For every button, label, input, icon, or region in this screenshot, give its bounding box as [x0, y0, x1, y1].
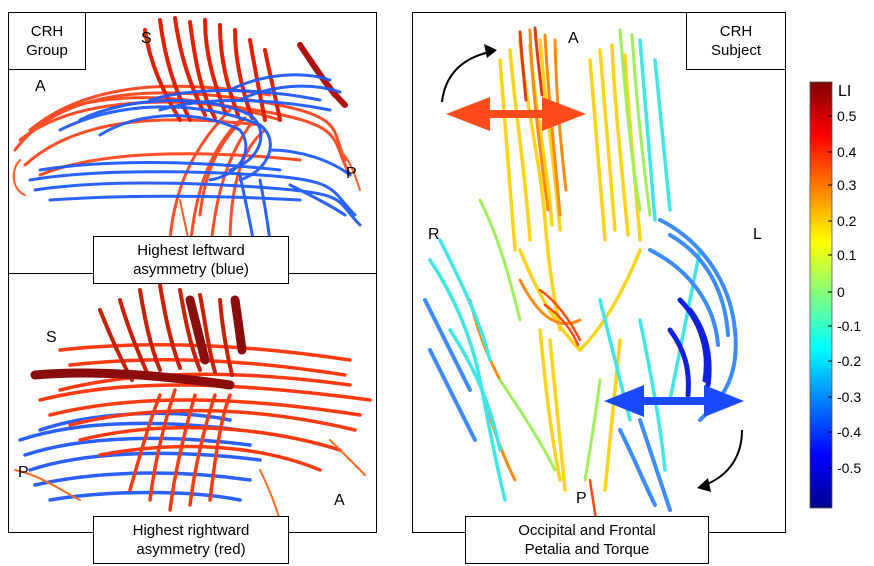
torque-arrows [441, 44, 743, 492]
colorbar-ticks [828, 115, 832, 469]
bottom-superior-label: S [46, 329, 57, 346]
subject-tracts [423, 26, 738, 522]
group-leftward-tracts [12, 16, 362, 271]
frontal-rotation-arrow [441, 51, 491, 103]
colorbar-tick-label: 0 [837, 284, 845, 300]
colorbar [809, 81, 833, 509]
crh-group-label-line1: CRH [30, 23, 64, 40]
colorbar-tick-label: 0.2 [837, 213, 857, 229]
occipital-petalia-arrow [604, 385, 744, 417]
colorbar-gradient [809, 81, 833, 509]
colorbar-tick-label: 0.4 [837, 144, 857, 160]
crh-group-label-line2: Group [26, 42, 68, 59]
crh-subject-label-line1: CRH [719, 23, 753, 40]
right-side-label: R [428, 226, 440, 243]
right-anterior-label: A [568, 30, 579, 47]
top-posterior-label: P [346, 165, 357, 182]
petalia-caption-line2: Petalia and Torque [524, 541, 650, 558]
occipital-rotation-arrowhead [697, 478, 711, 492]
frontal-rotation-arrowhead [484, 44, 497, 58]
crh-subject-label: CRH Subject [686, 12, 786, 70]
colorbar-tick-label: -0.2 [837, 353, 862, 369]
rightward-caption-line1: Highest rightward [132, 522, 250, 539]
petalia-torque-caption: Occipital and Frontal Petalia and Torque [465, 516, 709, 564]
rightward-caption-line2: asymmetry (red) [136, 541, 246, 558]
colorbar-tick-label: -0.4 [837, 424, 862, 440]
leftward-caption-line1: Highest leftward [137, 242, 245, 259]
colorbar-title: LI [838, 83, 852, 100]
top-anterior-label: A [35, 78, 46, 95]
petalia-caption-line1: Occipital and Frontal [518, 522, 656, 539]
left-side-label: L [753, 226, 762, 243]
frontal-petalia-arrow [446, 97, 586, 131]
crh-group-label: CRH Group [8, 12, 86, 70]
colorbar-tick-label: 0.3 [837, 177, 857, 193]
bottom-posterior-label: P [18, 464, 29, 481]
colorbar-tick-label: -0.1 [837, 318, 862, 334]
occipital-rotation-arrow [704, 429, 743, 486]
colorbar-tick-label: -0.3 [837, 389, 862, 405]
group-rightward-tracts [14, 283, 372, 521]
colorbar-tick-label: 0.1 [837, 247, 857, 263]
right-posterior-label: P [576, 490, 587, 507]
leftward-asymmetry-caption: Highest leftward asymmetry (blue) [93, 236, 289, 284]
leftward-caption-line2: asymmetry (blue) [133, 261, 249, 278]
crh-subject-label-line2: Subject [710, 42, 762, 59]
rightward-asymmetry-caption: Highest rightward asymmetry (red) [93, 516, 289, 564]
top-superior-label: S [141, 30, 152, 47]
colorbar-tick-label: -0.5 [837, 460, 862, 476]
colorbar-tick-label: 0.5 [837, 108, 857, 124]
bottom-anterior-label: A [334, 492, 345, 509]
